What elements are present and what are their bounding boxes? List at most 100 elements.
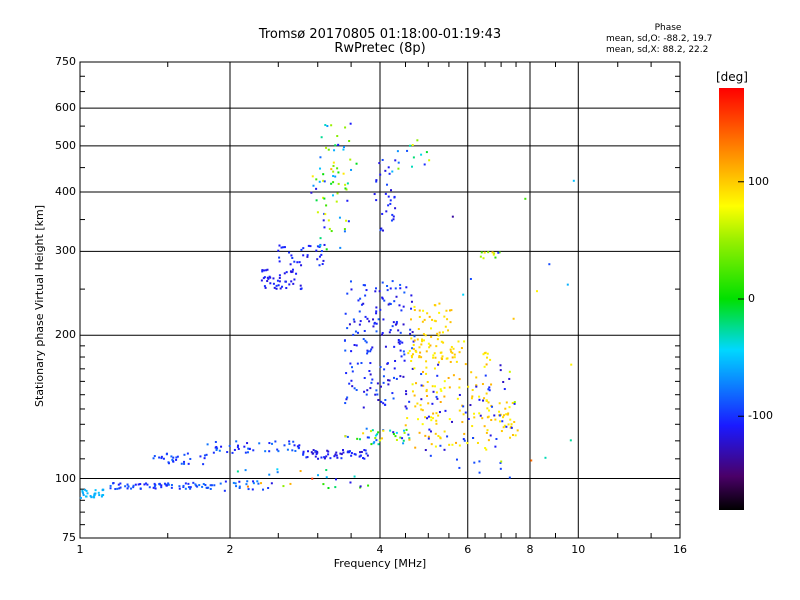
data-point bbox=[516, 429, 519, 432]
data-point bbox=[500, 430, 503, 433]
data-point bbox=[438, 311, 441, 314]
data-point bbox=[415, 350, 418, 353]
data-point bbox=[388, 172, 391, 175]
data-point bbox=[436, 397, 439, 400]
data-point bbox=[355, 344, 358, 347]
data-point bbox=[413, 367, 416, 370]
data-point bbox=[422, 333, 425, 336]
data-point bbox=[433, 367, 436, 370]
data-point bbox=[82, 494, 85, 497]
data-point bbox=[277, 284, 280, 287]
data-point bbox=[511, 434, 514, 437]
data-point bbox=[409, 332, 412, 335]
data-point bbox=[389, 287, 392, 290]
data-point bbox=[352, 333, 355, 336]
data-point bbox=[403, 431, 406, 434]
data-point bbox=[187, 462, 190, 465]
data-point bbox=[430, 335, 433, 338]
data-point bbox=[469, 404, 472, 407]
data-point bbox=[251, 488, 254, 491]
data-point bbox=[327, 450, 330, 453]
data-point bbox=[463, 432, 466, 435]
data-point bbox=[350, 350, 353, 353]
data-point bbox=[438, 411, 441, 414]
data-point bbox=[439, 437, 442, 440]
data-point bbox=[410, 318, 413, 321]
data-point bbox=[413, 309, 416, 312]
data-point bbox=[416, 139, 419, 142]
data-point bbox=[441, 355, 444, 358]
colorbar-label: [deg] bbox=[716, 70, 748, 84]
data-point bbox=[152, 486, 155, 489]
data-point bbox=[296, 445, 299, 448]
data-point bbox=[365, 393, 368, 396]
data-point bbox=[425, 372, 428, 375]
data-point bbox=[443, 386, 446, 389]
data-point bbox=[192, 481, 195, 484]
data-point bbox=[387, 379, 390, 382]
data-point bbox=[236, 445, 239, 448]
data-point bbox=[399, 375, 402, 378]
data-point bbox=[430, 327, 433, 330]
data-point bbox=[350, 452, 353, 455]
data-point bbox=[413, 305, 416, 308]
data-point bbox=[493, 414, 496, 417]
data-point bbox=[162, 457, 165, 460]
data-point bbox=[449, 360, 452, 363]
data-point bbox=[340, 457, 343, 460]
data-point bbox=[402, 429, 405, 432]
data-point bbox=[418, 431, 421, 434]
data-point bbox=[447, 376, 450, 379]
data-point bbox=[234, 482, 237, 485]
data-point bbox=[451, 215, 454, 218]
data-point bbox=[369, 350, 372, 353]
data-point bbox=[478, 395, 481, 398]
x-tick-label: 2 bbox=[226, 543, 234, 556]
data-point bbox=[298, 261, 301, 264]
data-point bbox=[165, 453, 168, 456]
data-point bbox=[93, 496, 96, 499]
data-point bbox=[347, 220, 350, 223]
data-point bbox=[408, 437, 411, 440]
data-point bbox=[262, 277, 265, 280]
data-point bbox=[395, 295, 398, 298]
data-point bbox=[376, 382, 379, 385]
data-point bbox=[322, 219, 325, 222]
data-point bbox=[476, 441, 479, 444]
data-point bbox=[231, 451, 234, 454]
data-point bbox=[238, 480, 241, 483]
data-point bbox=[363, 457, 366, 460]
data-point bbox=[421, 320, 424, 323]
data-point bbox=[291, 256, 294, 259]
data-point bbox=[437, 334, 440, 337]
data-point bbox=[167, 482, 170, 485]
data-point bbox=[380, 400, 383, 403]
data-point bbox=[498, 410, 501, 413]
data-point bbox=[323, 243, 326, 246]
data-point bbox=[394, 159, 397, 162]
data-point bbox=[366, 436, 369, 439]
chart-title: Tromsø 20170805 01:18:00-01:19:43 bbox=[258, 27, 502, 42]
data-point bbox=[266, 268, 269, 271]
data-point bbox=[488, 409, 491, 412]
data-point bbox=[334, 486, 337, 489]
data-point bbox=[389, 329, 392, 332]
data-point bbox=[407, 433, 410, 436]
data-point bbox=[473, 416, 476, 419]
data-point bbox=[381, 158, 384, 161]
data-point bbox=[480, 251, 483, 254]
data-point bbox=[389, 199, 392, 202]
data-point bbox=[493, 252, 496, 255]
data-point bbox=[290, 271, 293, 274]
data-point bbox=[489, 358, 492, 361]
data-point bbox=[183, 462, 186, 465]
data-point bbox=[158, 456, 161, 459]
data-point bbox=[377, 398, 380, 401]
data-point bbox=[320, 456, 323, 459]
data-point bbox=[375, 287, 378, 290]
data-point bbox=[369, 373, 372, 376]
data-point bbox=[369, 362, 372, 365]
data-point bbox=[266, 276, 269, 279]
data-point bbox=[374, 437, 377, 440]
data-point bbox=[219, 482, 222, 485]
